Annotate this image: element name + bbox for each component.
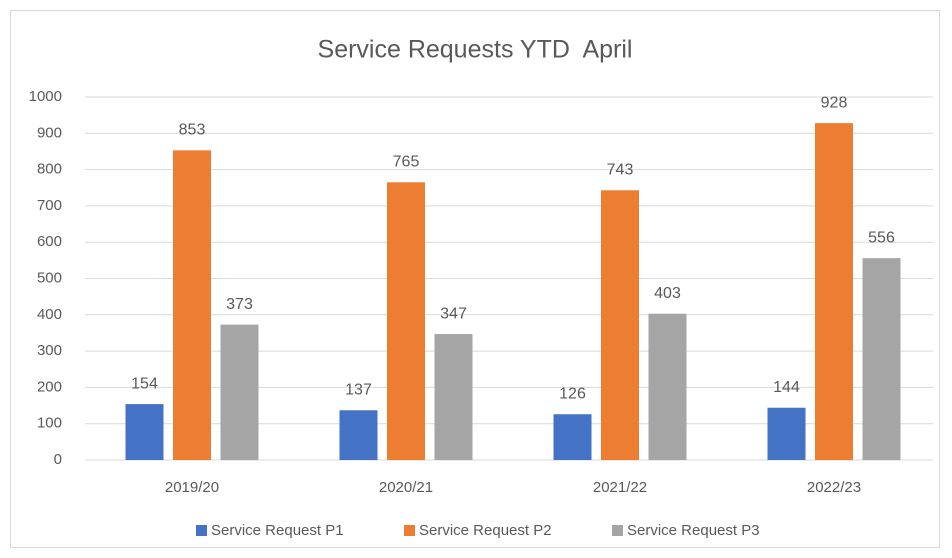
legend-label: Service Request P2 xyxy=(419,522,552,539)
y-tick-label: 900 xyxy=(37,124,62,141)
y-tick-label: 100 xyxy=(37,415,62,432)
x-tick-label: 2020/21 xyxy=(379,479,433,496)
x-tick-label: 2019/20 xyxy=(165,479,219,496)
legend-swatch xyxy=(196,525,207,536)
data-label: 853 xyxy=(179,122,206,139)
data-label: 556 xyxy=(868,229,895,246)
y-tick-label: 700 xyxy=(37,197,62,214)
y-tick-label: 1000 xyxy=(29,88,62,105)
bar xyxy=(601,190,639,460)
data-label: 928 xyxy=(821,94,848,111)
data-label: 137 xyxy=(345,381,372,398)
y-tick-label: 300 xyxy=(37,342,62,359)
data-label: 347 xyxy=(440,305,467,322)
chart-title: Service Requests YTD April xyxy=(318,36,633,64)
bar xyxy=(387,182,425,460)
y-tick-label: 600 xyxy=(37,233,62,250)
bar xyxy=(339,410,378,460)
bar xyxy=(767,407,806,460)
data-label: 154 xyxy=(131,375,158,392)
bar xyxy=(862,258,901,460)
legend-swatch xyxy=(404,525,415,536)
y-tick-label: 500 xyxy=(37,269,62,286)
bar xyxy=(815,123,853,461)
bar xyxy=(125,404,164,460)
bar xyxy=(173,150,211,460)
data-label: 144 xyxy=(773,379,800,396)
bar xyxy=(434,334,473,460)
legend-swatch xyxy=(612,525,623,536)
bar xyxy=(220,324,259,460)
data-label: 373 xyxy=(226,296,253,313)
legend-label: Service Request P3 xyxy=(627,522,760,539)
bar xyxy=(553,414,592,460)
y-tick-label: 800 xyxy=(37,161,62,178)
legend-label: Service Request P1 xyxy=(211,522,344,539)
y-tick-label: 400 xyxy=(37,306,62,323)
y-tick-label: 0 xyxy=(54,451,62,468)
x-tick-label: 2021/22 xyxy=(593,479,647,496)
data-label: 403 xyxy=(654,285,681,302)
data-label: 743 xyxy=(607,162,634,179)
data-label: 126 xyxy=(559,385,586,402)
x-tick-label: 2022/23 xyxy=(807,479,861,496)
data-label: 765 xyxy=(393,154,420,171)
y-tick-label: 200 xyxy=(37,378,62,395)
bar xyxy=(648,313,687,460)
